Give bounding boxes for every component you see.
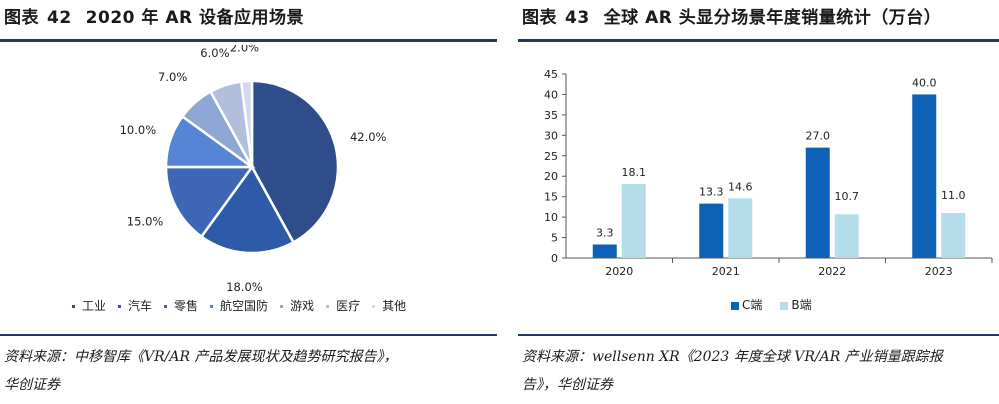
x-tick-label: 2023 — [925, 265, 953, 278]
bar-legend: C端 B端 — [731, 296, 830, 313]
legend-swatch — [326, 305, 330, 308]
left-figure-label: 图表 — [4, 8, 39, 28]
y-tick-label: 10 — [544, 211, 558, 224]
legend-swatch — [210, 305, 214, 308]
y-tick-label: 40 — [544, 88, 558, 101]
bar-C端-2020 — [592, 244, 617, 258]
pie-legend-item: 零售 — [164, 297, 198, 314]
pie-slice-工业 — [250, 79, 340, 245]
left-figure-title-text: 2020 年 AR 设备应用场景 — [85, 8, 304, 28]
x-tick-label: 2021 — [712, 265, 740, 278]
pie-legend-label: 医疗 — [336, 299, 361, 313]
right-source-line-1: 资料来源：wellsenn XR《2023 年度全球 VR/AR 产业销量跟踪报 — [522, 349, 943, 365]
left-source-line-2: 华创证券 — [4, 377, 60, 393]
y-tick-label: 5 — [551, 232, 558, 245]
pie-value-label: 6.0% — [200, 46, 229, 60]
legend-swatch — [72, 305, 75, 308]
bar-B端-2021 — [728, 198, 753, 258]
legend-swatch — [118, 305, 122, 308]
bar-value-label: 27.0 — [806, 130, 831, 143]
pie-slice-零售 — [164, 165, 255, 239]
pie-legend-item: 游戏 — [280, 297, 314, 314]
pie-legend-label: 工业 — [82, 299, 107, 313]
x-tick-label: 2020 — [605, 265, 633, 278]
bar-value-label: 40.0 — [912, 76, 937, 89]
right-figure-panel: 图表 43 全球 AR 头显分场景年度销量统计（万台） 0 5 10 15 20 25 30 35… — [518, 0, 999, 404]
pie-legend-item: 其他 — [372, 297, 406, 314]
left-source-note: 资料来源：中移智库《VR/AR 产品发展现状及趋势研究报告》， 华创证券 — [4, 343, 397, 399]
right-source-rule — [518, 334, 999, 336]
pie-legend-item: 汽车 — [118, 297, 152, 314]
bar-value-label: 11.0 — [941, 189, 966, 202]
left-figure-panel: 图表 42 2020 年 AR 设备应用场景 42.0% 18.0% 15.0% 10.0… — [0, 0, 497, 404]
pie-legend-label: 零售 — [174, 299, 199, 313]
left-figure-title: 图表 42 2020 年 AR 设备应用场景 — [4, 3, 304, 28]
pie-slice-汽车 — [199, 164, 296, 255]
bar-legend-item: C端 — [731, 296, 762, 313]
bar-value-label: 18.1 — [622, 166, 647, 179]
pie-legend-label: 汽车 — [128, 299, 153, 313]
y-tick-label: 35 — [544, 109, 558, 122]
pie-legend-label: 其他 — [382, 299, 407, 313]
pie-value-label: 2.0% — [230, 45, 259, 54]
pie-legend: 工业 汽车 零售 航空国防 游戏 医疗 其他 — [72, 297, 418, 314]
bar-legend-item: B端 — [780, 296, 812, 313]
right-figure-title: 图表 43 全球 AR 头显分场景年度销量统计（万台） — [522, 3, 941, 28]
right-title-rule — [518, 39, 999, 42]
y-tick-label: 0 — [551, 252, 558, 265]
bar-C端-2023 — [912, 94, 937, 258]
y-tick-label: 15 — [544, 191, 558, 204]
right-source-note: 资料来源：wellsenn XR《2023 年度全球 VR/AR 产业销量跟踪报… — [522, 343, 943, 399]
right-source-line-2: 告》，华创证券 — [522, 377, 613, 393]
pie-legend-item: 医疗 — [326, 297, 360, 314]
pie-chart: 42.0% 18.0% 15.0% 10.0% 7.0% 6.0% 2.0% — [120, 45, 387, 294]
bar-value-label: 10.7 — [835, 190, 860, 203]
legend-swatch — [731, 301, 739, 310]
left-source-line-1: 资料来源：中移智库《VR/AR 产品发展现状及趋势研究报告》， — [4, 349, 398, 365]
y-tick-label: 45 — [544, 68, 558, 81]
right-figure-title-text: 全球 AR 头显分场景年度销量统计（万台） — [603, 8, 942, 28]
right-figure-label: 图表 — [522, 8, 557, 28]
right-figure-number: 43 — [565, 8, 590, 28]
y-tick-label: 20 — [544, 170, 558, 183]
bar-B端-2020 — [621, 183, 646, 258]
pie-legend-label: 游戏 — [290, 299, 315, 313]
y-tick-label: 30 — [544, 129, 558, 142]
bar-value-label: 14.6 — [728, 180, 753, 193]
pie-legend-item: 工业 — [72, 297, 106, 314]
x-tick-label: 2022 — [818, 265, 846, 278]
bar-legend-label: C端 — [742, 298, 763, 312]
left-title-rule — [0, 39, 497, 42]
bar-value-label: 3.3 — [596, 227, 614, 240]
bar-value-label: 13.3 — [699, 186, 724, 199]
pie-slice-其他 — [239, 79, 254, 168]
pie-value-label: 7.0% — [158, 70, 187, 84]
bar-C端-2022 — [805, 147, 830, 258]
pie-legend-item: 航空国防 — [210, 297, 268, 314]
bar-C端-2021 — [699, 203, 724, 258]
y-tick-label: 25 — [544, 150, 558, 163]
bar-B端-2022 — [834, 214, 859, 258]
pie-value-label: 18.0% — [226, 280, 263, 294]
bar-legend-label: B端 — [791, 298, 812, 312]
left-figure-number: 42 — [47, 8, 72, 28]
legend-swatch — [164, 305, 168, 308]
pie-value-label: 15.0% — [127, 214, 164, 228]
pie-value-label: 42.0% — [350, 130, 387, 144]
pie-legend-label: 航空国防 — [220, 299, 269, 313]
bar-B端-2023 — [941, 213, 966, 258]
pie-value-label: 10.0% — [120, 123, 157, 137]
legend-swatch — [780, 301, 789, 310]
legend-swatch — [372, 305, 376, 308]
bar-chart: 0 5 10 15 20 25 30 35 40 45 2020 3.3 18.1 2021 13.3 14.… — [544, 68, 993, 278]
legend-swatch — [280, 305, 284, 308]
left-source-rule — [0, 334, 497, 336]
